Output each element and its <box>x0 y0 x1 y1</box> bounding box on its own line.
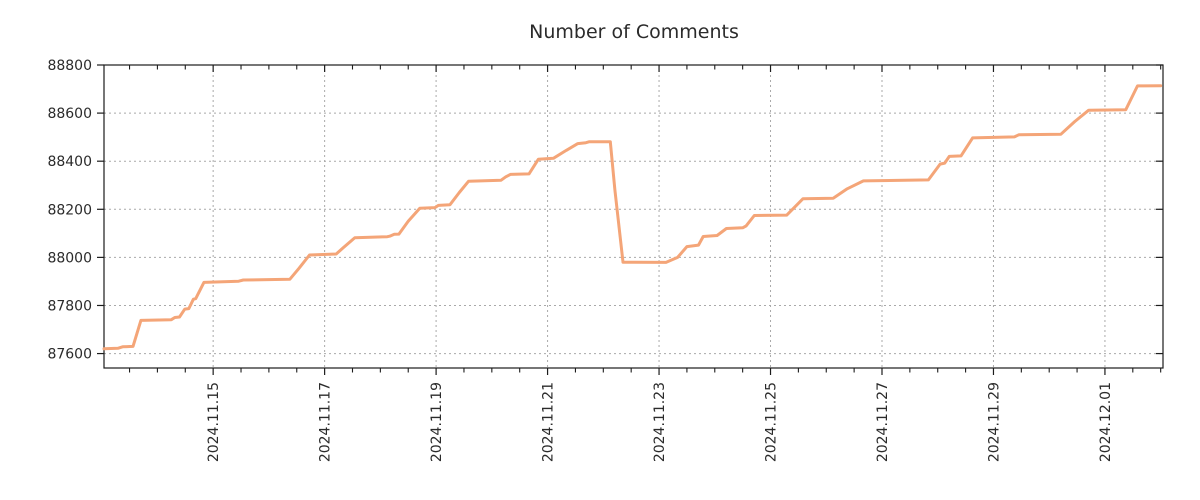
y-tick-label: 88200 <box>47 202 92 218</box>
y-tick-label: 88600 <box>47 106 92 122</box>
x-tick-label: 2024.11.25 <box>763 382 779 462</box>
x-tick-label: 2024.11.19 <box>429 382 445 462</box>
data-series <box>102 84 1163 351</box>
x-tick-label: 2024.11.17 <box>318 382 334 462</box>
x-tick-label: 2024.11.29 <box>986 382 1002 462</box>
x-tick-label: 2024.11.27 <box>875 382 891 462</box>
x-tick-label: 2024.11.21 <box>540 382 556 462</box>
x-tick-label: 2024.11.23 <box>652 382 668 462</box>
y-tick-label: 87600 <box>47 347 92 363</box>
axis-labels: 87600 87800 88000 88200 88400 88600 88800 2024.… <box>47 58 1113 462</box>
x-tick-label: 2024.11.15 <box>206 382 222 462</box>
plot-border <box>103 64 1164 369</box>
comments-series-line <box>102 84 1163 351</box>
y-tick-label: 88800 <box>47 58 92 74</box>
axes <box>97 64 1164 375</box>
gridlines <box>104 65 1163 368</box>
x-tick-label: 2024.12.01 <box>1098 382 1114 462</box>
chart-title: Number of Comments <box>529 21 739 43</box>
y-tick-label: 87800 <box>47 298 92 314</box>
y-tick-label: 88000 <box>47 250 92 266</box>
y-tick-label: 88400 <box>47 154 92 170</box>
